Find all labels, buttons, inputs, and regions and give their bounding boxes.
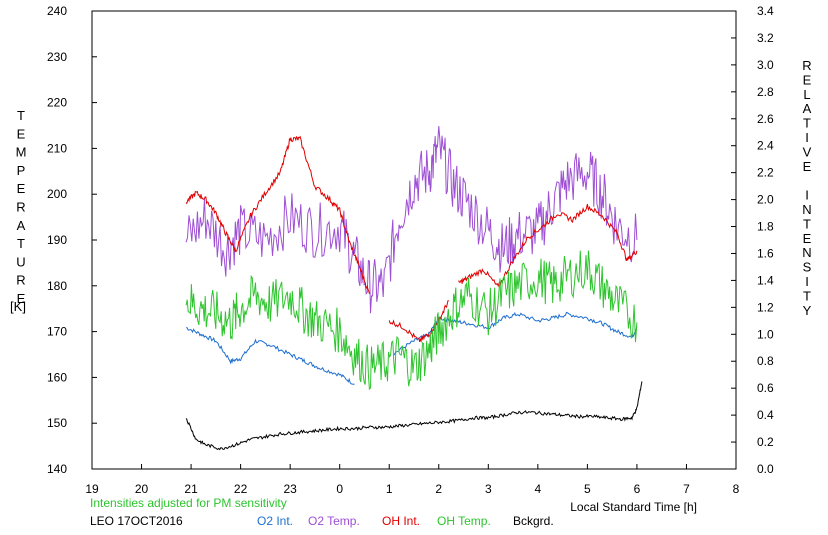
x-axis-label: Local Standard Time [h] [570, 500, 697, 514]
x-tick-label: 2 [435, 482, 442, 496]
left-axis-ticks: 140 150 160 170 180 190 200 210 220 230 240 [47, 4, 97, 476]
right-axis-label-letter: V [803, 144, 812, 159]
right-tick-label: 0.2 [757, 435, 774, 449]
x-tick-label: 1 [386, 482, 393, 496]
legend-entry: O2 Int. [257, 514, 293, 528]
left-tick-label: 190 [47, 233, 67, 247]
right-axis-label-letter: L [803, 87, 810, 102]
left-axis-label-letter: E [17, 126, 26, 141]
x-axis-ticks: 19 20 21 22 23 0 1 2 3 4 5 6 7 8 [85, 464, 740, 496]
left-tick-label: 220 [47, 96, 67, 110]
right-tick-label: 2.6 [757, 112, 774, 126]
right-axis-label-letter: E [803, 72, 812, 87]
right-tick-label: 3.4 [757, 4, 774, 18]
left-tick-label: 230 [47, 50, 67, 64]
legend-entry: Bckgrd. [513, 514, 554, 528]
right-axis-ticks: 0.0 0.2 0.4 0.6 0.8 1.0 1.2 1.4 1.6 1.8 2.0 2.2 2.4 2… [731, 4, 774, 476]
right-axis-label-letter: Y [803, 303, 812, 318]
x-tick-label: 3 [485, 482, 492, 496]
right-axis-label-letter: I [805, 274, 809, 289]
x-tick-label: 4 [535, 482, 542, 496]
series-line-oh-temp [185, 250, 638, 391]
right-axis-label-letter: S [803, 260, 812, 275]
series-line-oh-int [458, 203, 638, 288]
right-tick-label: 2.8 [757, 85, 774, 99]
right-axis-label-letter: T [803, 116, 811, 131]
right-axis-label-letter: R [802, 58, 811, 73]
station-date: LEO 17OCT2016 [90, 514, 183, 528]
right-axis-label-letter: N [802, 202, 811, 217]
left-tick-label: 150 [47, 416, 67, 430]
left-axis-label-letter: P [17, 163, 26, 178]
plot-frame [91, 10, 737, 470]
x-tick-label: 23 [283, 482, 297, 496]
right-tick-label: 0.6 [757, 381, 774, 395]
x-tick-label: 6 [634, 482, 641, 496]
left-axis-label-letter: R [16, 273, 25, 288]
left-tick-label: 140 [47, 462, 67, 476]
right-tick-label: 1.6 [757, 246, 774, 260]
right-axis-label-letter: E [803, 231, 812, 246]
right-tick-label: 1.0 [757, 327, 774, 341]
right-axis-label-letter: T [803, 216, 811, 231]
right-tick-label: 2.2 [757, 166, 774, 180]
series-line-bckgrd [185, 381, 643, 451]
left-axis-label-letter: R [16, 200, 25, 215]
right-axis-label-letter: T [803, 288, 811, 303]
legend-entry: OH Int. [382, 514, 420, 528]
right-tick-label: 0.4 [757, 408, 774, 422]
left-axis-label-letter: T [17, 236, 25, 251]
x-tick-label: 0 [336, 482, 343, 496]
right-tick-label: 3.2 [757, 31, 774, 45]
left-tick-label: 180 [47, 279, 67, 293]
right-tick-label: 2.0 [757, 193, 774, 207]
left-tick-label: 200 [47, 187, 67, 201]
legend-entry: OH Temp. [437, 514, 491, 528]
x-tick-label: 20 [135, 482, 149, 496]
x-tick-label: 7 [683, 482, 690, 496]
x-tick-label: 22 [234, 482, 248, 496]
series-line-oh-int [388, 300, 449, 344]
left-tick-label: 240 [47, 4, 67, 18]
x-tick-label: 8 [733, 482, 740, 496]
x-tick-label: 21 [184, 482, 198, 496]
right-axis-label-letter: A [803, 101, 812, 116]
right-axis-label-letter: I [805, 188, 809, 203]
left-axis-label-letter: T [17, 108, 25, 123]
right-tick-label: 2.4 [757, 139, 774, 153]
legend: O2 Int. O2 Temp. OH Int. OH Temp. Bckgrd. [257, 514, 554, 528]
legend-entry: O2 Temp. [308, 514, 360, 528]
right-tick-label: 1.8 [757, 220, 774, 234]
sensitivity-note: Intensities adjusted for PM sensitivity [90, 496, 287, 510]
right-tick-label: 1.4 [757, 273, 774, 287]
right-axis-label-letter: E [803, 159, 812, 174]
left-axis-unit: [K] [10, 299, 26, 314]
x-tick-label: 19 [85, 482, 99, 496]
x-tick-label: 5 [584, 482, 591, 496]
left-axis-label-letter: E [17, 181, 26, 196]
right-tick-label: 3.0 [757, 58, 774, 72]
series-line-oh-int [185, 135, 370, 295]
right-tick-label: 0.8 [757, 354, 774, 368]
left-axis-label-letter: E [17, 291, 26, 306]
series-line-o2-temp [185, 126, 638, 314]
left-axis-label-letter: U [16, 254, 25, 269]
right-axis-label-letter: I [805, 130, 809, 145]
right-tick-label: 0.0 [757, 462, 774, 476]
right-axis-label-letter: N [802, 245, 811, 260]
series-line-o2-int [186, 327, 355, 385]
left-axis-label-letter: M [16, 145, 27, 160]
right-tick-label: 1.2 [757, 300, 774, 314]
left-axis-label-letter: A [17, 218, 26, 233]
left-tick-label: 210 [47, 141, 67, 155]
left-tick-label: 170 [47, 325, 67, 339]
series-layer [185, 126, 643, 451]
left-tick-label: 160 [47, 370, 67, 384]
